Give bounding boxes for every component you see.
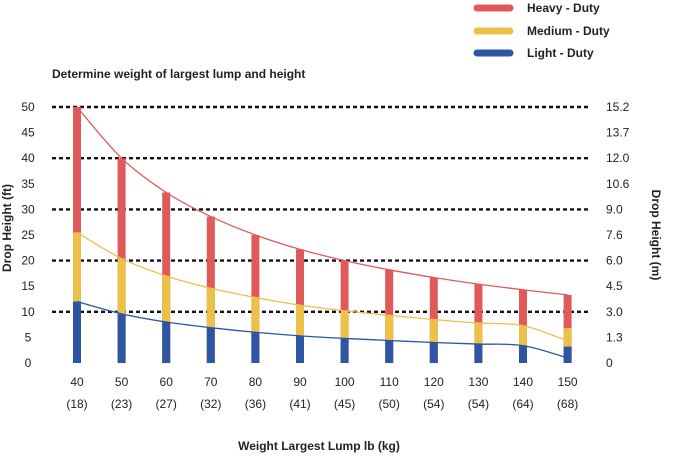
y-tick-label-right: 9.0 [606,202,623,216]
bar-medium [429,319,438,363]
bar-light [429,342,438,363]
bar-light [73,301,81,363]
x-tick-label-kg: (32) [200,397,221,411]
y-tick-label-right: 7.6 [606,228,623,242]
y-axis-label-right: Drop Height (m) [649,190,663,281]
bar-medium [519,325,527,363]
x-tick-label: 50 [115,375,129,389]
y-tick-label-left: 0 [25,356,32,370]
trend-line-heavy [76,106,568,296]
bar-medium [296,305,304,363]
y-tick-label-right: 12.0 [606,151,630,165]
tick-layer: 0 5 10 15 20 25 30 35 40 45 50 0 1.3 3.0 4.5 6.0 7.6 9.0 1… [21,100,629,411]
curve-layer [76,106,568,359]
y-axis-label-left: Drop Height (ft) [0,184,14,272]
x-tick-label-kg: (50) [379,397,400,411]
bar-medium [251,297,260,363]
y-tick-label-right: 4.5 [606,279,623,293]
x-tick-label: 100 [335,375,355,389]
x-tick-label-kg: (54) [468,397,489,411]
bar-medium [385,315,394,363]
x-tick-label-kg: (27) [156,397,177,411]
y-tick-label-left: 45 [21,126,35,140]
y-tick-label-right: 10.6 [606,177,630,191]
bar-light [117,313,126,363]
x-tick-label: 120 [424,375,444,389]
x-tick-label-kg: (68) [557,397,578,411]
x-tick-label: 150 [558,375,578,389]
y-tick-label-left: 10 [21,305,35,319]
bar-light [385,340,394,363]
y-tick-label-left: 15 [21,279,35,293]
bar-light [340,338,349,363]
chart-title: Determine weight of largest lump and hei… [52,67,305,81]
x-tick-label-kg: (36) [245,397,266,411]
legend-label-light: Light - Duty [527,46,594,60]
y-tick-label-left: 35 [21,177,35,191]
y-tick-label-right: 1.3 [606,330,623,344]
bar-light [206,327,215,363]
y-tick-label-left: 40 [21,151,35,165]
y-tick-label-right: 15.2 [606,100,630,114]
bar-medium [162,275,171,363]
legend-label-heavy: Heavy - Duty [527,1,600,15]
x-tick-label: 130 [468,375,488,389]
x-tick-label-kg: (23) [111,397,132,411]
bar-medium [117,258,126,363]
bar-medium [206,288,215,363]
bar-light [474,344,483,363]
y-tick-label-right: 13.7 [606,126,630,140]
legend-label-medium: Medium - Duty [527,24,610,38]
x-tick-label-kg: (64) [512,397,533,411]
x-tick-label-kg: (54) [423,397,444,411]
bar-medium [474,323,483,363]
bar-medium [563,328,572,363]
x-tick-label: 40 [70,375,84,389]
x-tick-label-kg: (18) [66,397,87,411]
y-tick-label-left: 50 [21,100,35,114]
x-tick-label: 140 [513,375,533,389]
y-tick-label-left: 20 [21,254,35,268]
y-tick-label-right: 6.0 [606,254,623,268]
y-tick-label-right: 3.0 [606,305,623,319]
bar-light [251,332,260,363]
bar-medium [73,232,81,363]
bar-light [296,335,304,363]
x-tick-label-kg: (45) [334,397,355,411]
x-axis-label: Weight Largest Lump lb (kg) [238,439,400,453]
x-tick-label: 80 [249,375,263,389]
x-tick-label: 60 [160,375,174,389]
x-tick-label: 90 [293,375,307,389]
y-tick-label-left: 30 [21,202,35,216]
y-tick-label-left: 25 [21,228,35,242]
y-tick-label-right: 0 [606,356,613,370]
grid-layer [52,105,588,313]
x-tick-label: 70 [204,375,218,389]
bar-medium [340,310,349,363]
bar-light [162,322,171,363]
bar-layer [73,107,572,363]
y-tick-label-left: 5 [25,330,32,344]
bar-light [563,346,572,363]
x-tick-label-kg: (41) [289,397,310,411]
trend-line-medium [76,231,568,342]
trend-line-light [76,300,568,359]
legend: Heavy - Duty Medium - Duty Light - Duty [473,1,610,60]
x-tick-label: 110 [380,375,399,389]
bar-light [519,345,527,363]
